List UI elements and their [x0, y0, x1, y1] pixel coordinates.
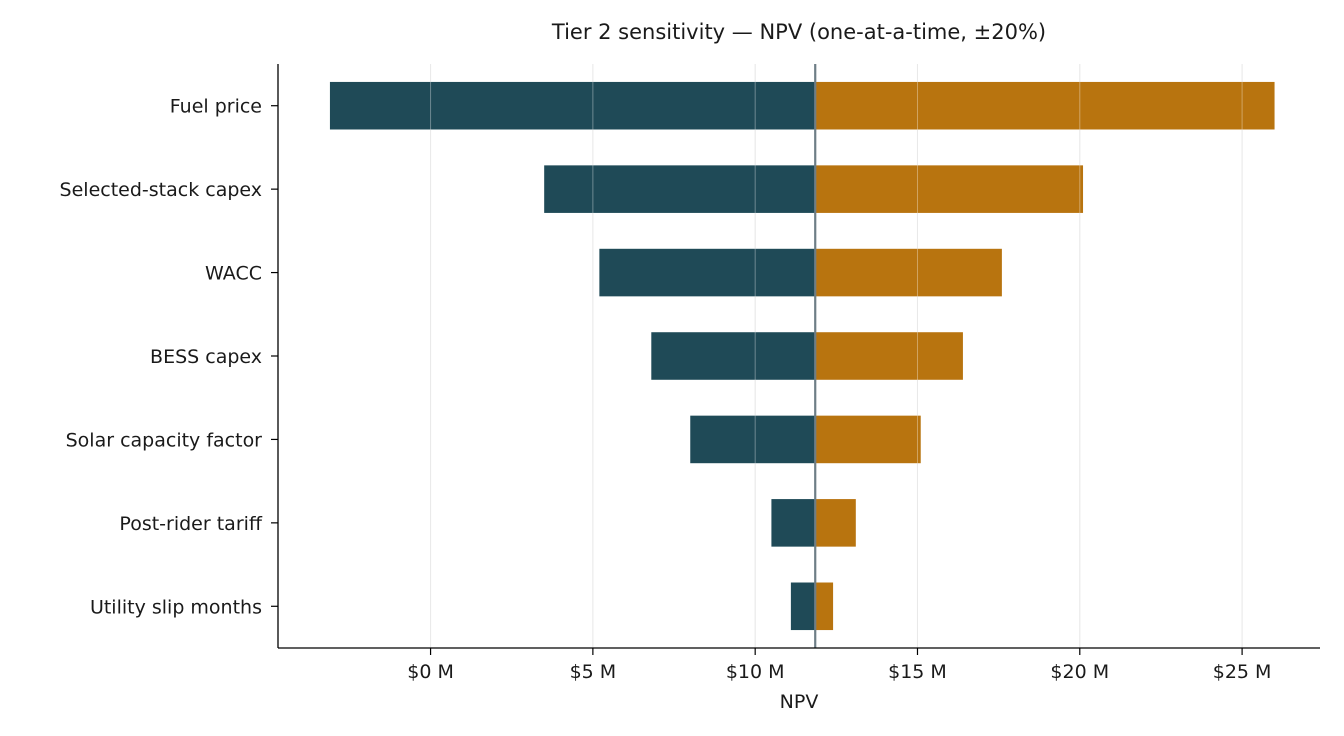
y-tick-label: BESS capex — [150, 346, 262, 368]
low-bar — [790, 582, 816, 631]
low-bar — [329, 81, 816, 130]
y-tick-label: Post-rider tariff — [119, 513, 262, 535]
y-tick-label: WACC — [205, 263, 262, 285]
x-tick-label: $20 M — [1050, 661, 1109, 683]
high-bar — [815, 165, 1084, 213]
ticks: $0 M $5 M $10 M $15 M $20 M $25 M Fuel price Se… — [60, 96, 1272, 683]
low-bar — [771, 499, 816, 547]
y-tick-label: Selected-stack capex — [60, 179, 262, 201]
low-bar — [599, 248, 816, 297]
low-bar — [690, 415, 816, 464]
high-bar — [815, 81, 1275, 130]
x-tick-label: $10 M — [726, 661, 785, 683]
high-bar — [815, 499, 856, 547]
x-tick-label: $5 M — [570, 661, 617, 683]
chart-title: Tier 2 sensitivity — NPV (one-at-a-time,… — [551, 20, 1047, 44]
bars — [329, 64, 1275, 648]
x-tick-label: $25 M — [1213, 661, 1272, 683]
x-tick-label: $0 M — [407, 661, 454, 683]
high-bar — [815, 332, 963, 380]
high-bar — [815, 582, 834, 631]
low-bar — [651, 332, 816, 380]
high-bar — [815, 248, 1002, 297]
x-axis-label: NPV — [780, 691, 819, 713]
y-tick-label: Utility slip months — [90, 596, 262, 618]
high-bar — [815, 415, 921, 464]
y-tick-label: Solar capacity factor — [66, 429, 263, 451]
y-tick-label: Fuel price — [170, 96, 262, 118]
low-bar — [544, 165, 816, 213]
x-tick-label: $15 M — [888, 661, 947, 683]
